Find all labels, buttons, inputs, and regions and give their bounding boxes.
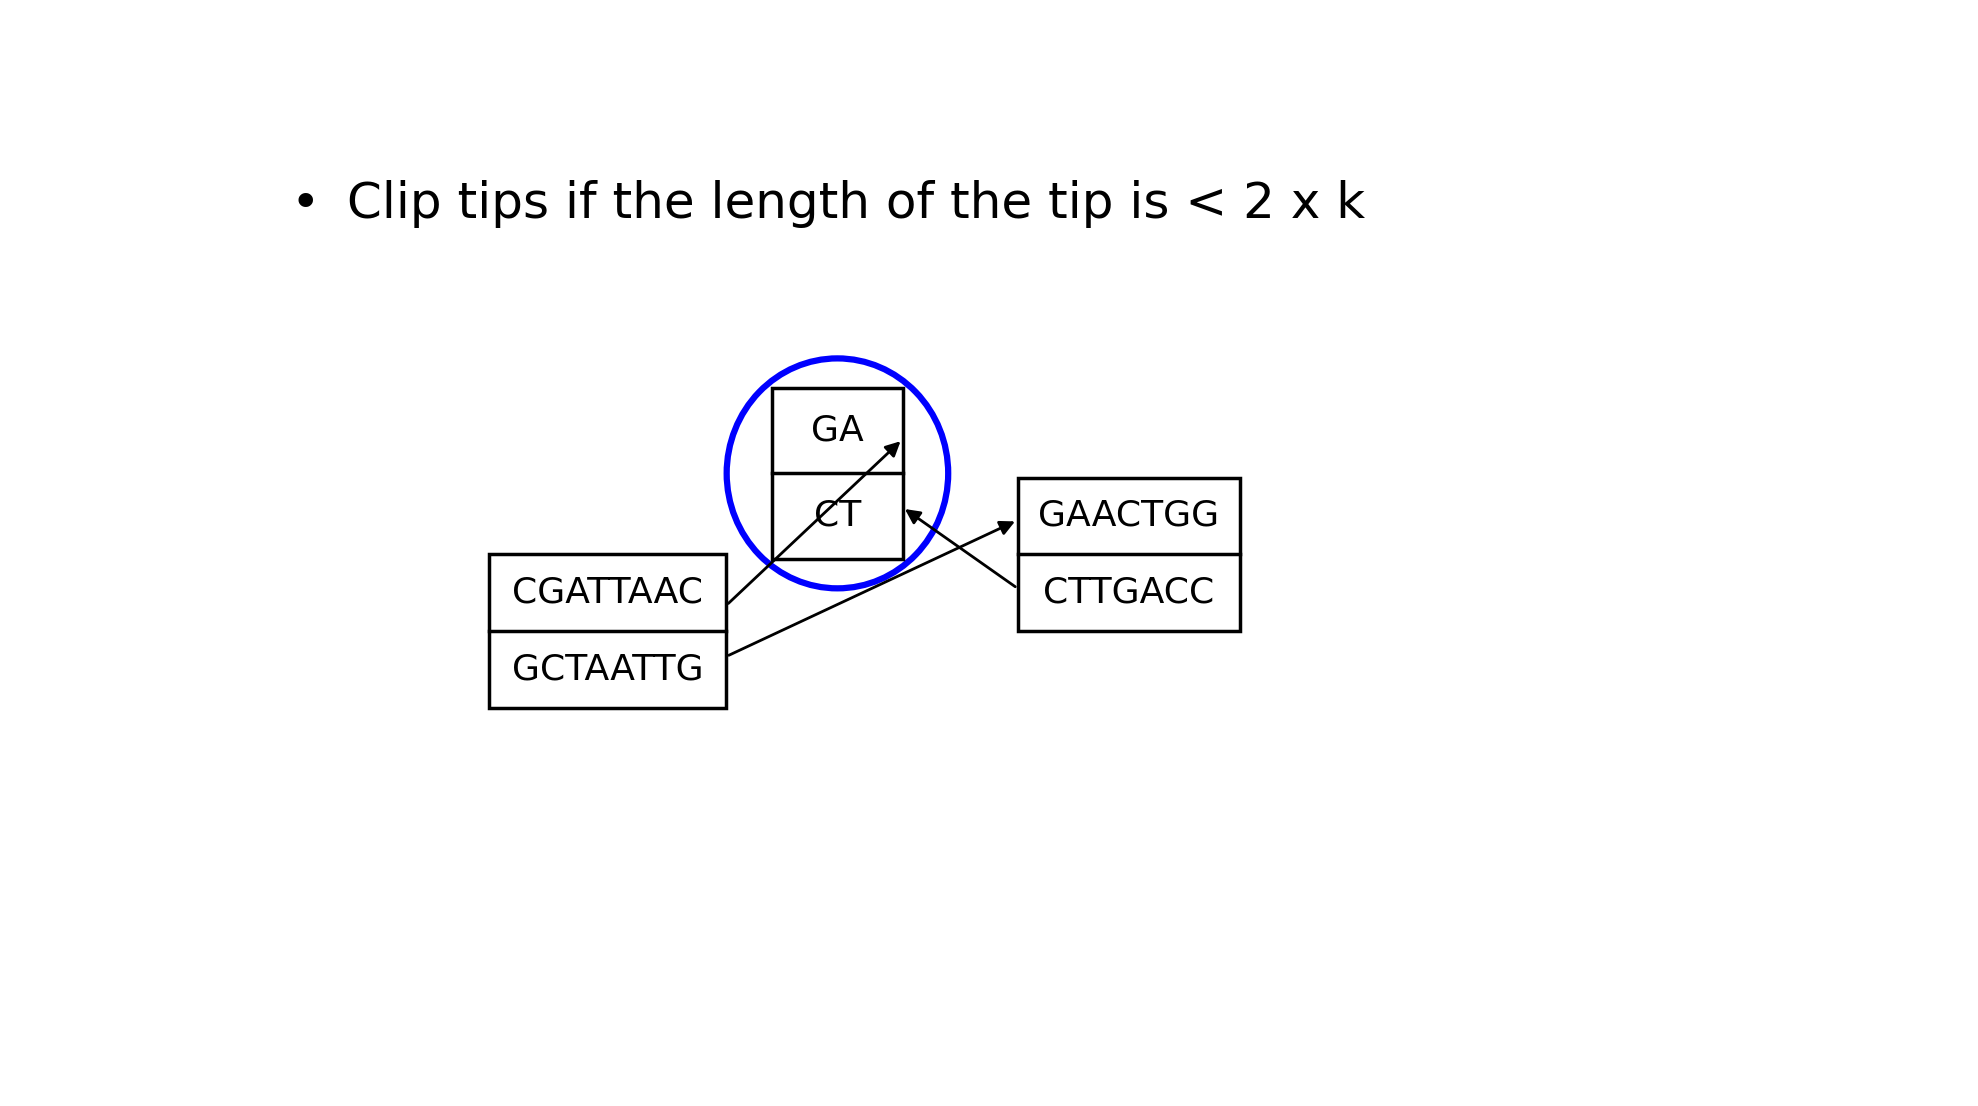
Text: CGATTAAC: CGATTAAC xyxy=(512,575,702,609)
Text: GA: GA xyxy=(811,414,864,448)
Text: Clip tips if the length of the tip is < 2 x k: Clip tips if the length of the tip is < … xyxy=(346,179,1365,228)
Text: CT: CT xyxy=(813,499,860,533)
Bar xyxy=(489,554,726,708)
Text: CTTGACC: CTTGACC xyxy=(1042,575,1214,609)
Text: GAACTGG: GAACTGG xyxy=(1038,499,1218,533)
Bar xyxy=(1017,478,1240,630)
Text: •: • xyxy=(291,179,320,228)
Bar xyxy=(771,388,902,559)
Text: GCTAATTG: GCTAATTG xyxy=(512,653,704,686)
